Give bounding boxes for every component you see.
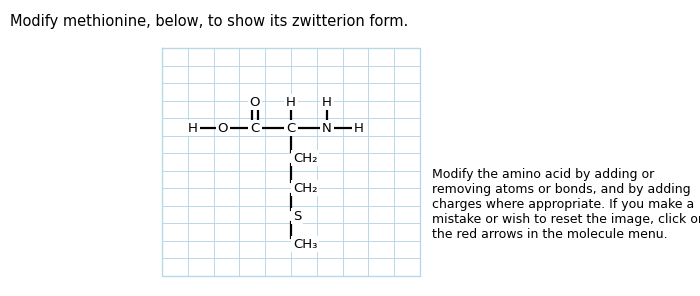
- Text: C: C: [251, 121, 260, 134]
- Text: Modify the amino acid by adding or
removing atoms or bonds, and by adding
charge: Modify the amino acid by adding or remov…: [432, 168, 700, 241]
- Text: H: H: [188, 121, 198, 134]
- Text: Modify methionine, below, to show its zwitterion form.: Modify methionine, below, to show its zw…: [10, 14, 408, 29]
- Text: H: H: [322, 96, 332, 109]
- Text: O: O: [218, 121, 228, 134]
- Text: CH₃: CH₃: [293, 237, 317, 250]
- Text: N: N: [322, 121, 332, 134]
- Text: CH₂: CH₂: [293, 181, 318, 194]
- Text: H: H: [354, 121, 364, 134]
- Text: C: C: [286, 121, 295, 134]
- Text: CH₂: CH₂: [293, 152, 318, 165]
- Text: O: O: [250, 96, 260, 109]
- Text: H: H: [286, 96, 296, 109]
- Text: S: S: [293, 210, 302, 223]
